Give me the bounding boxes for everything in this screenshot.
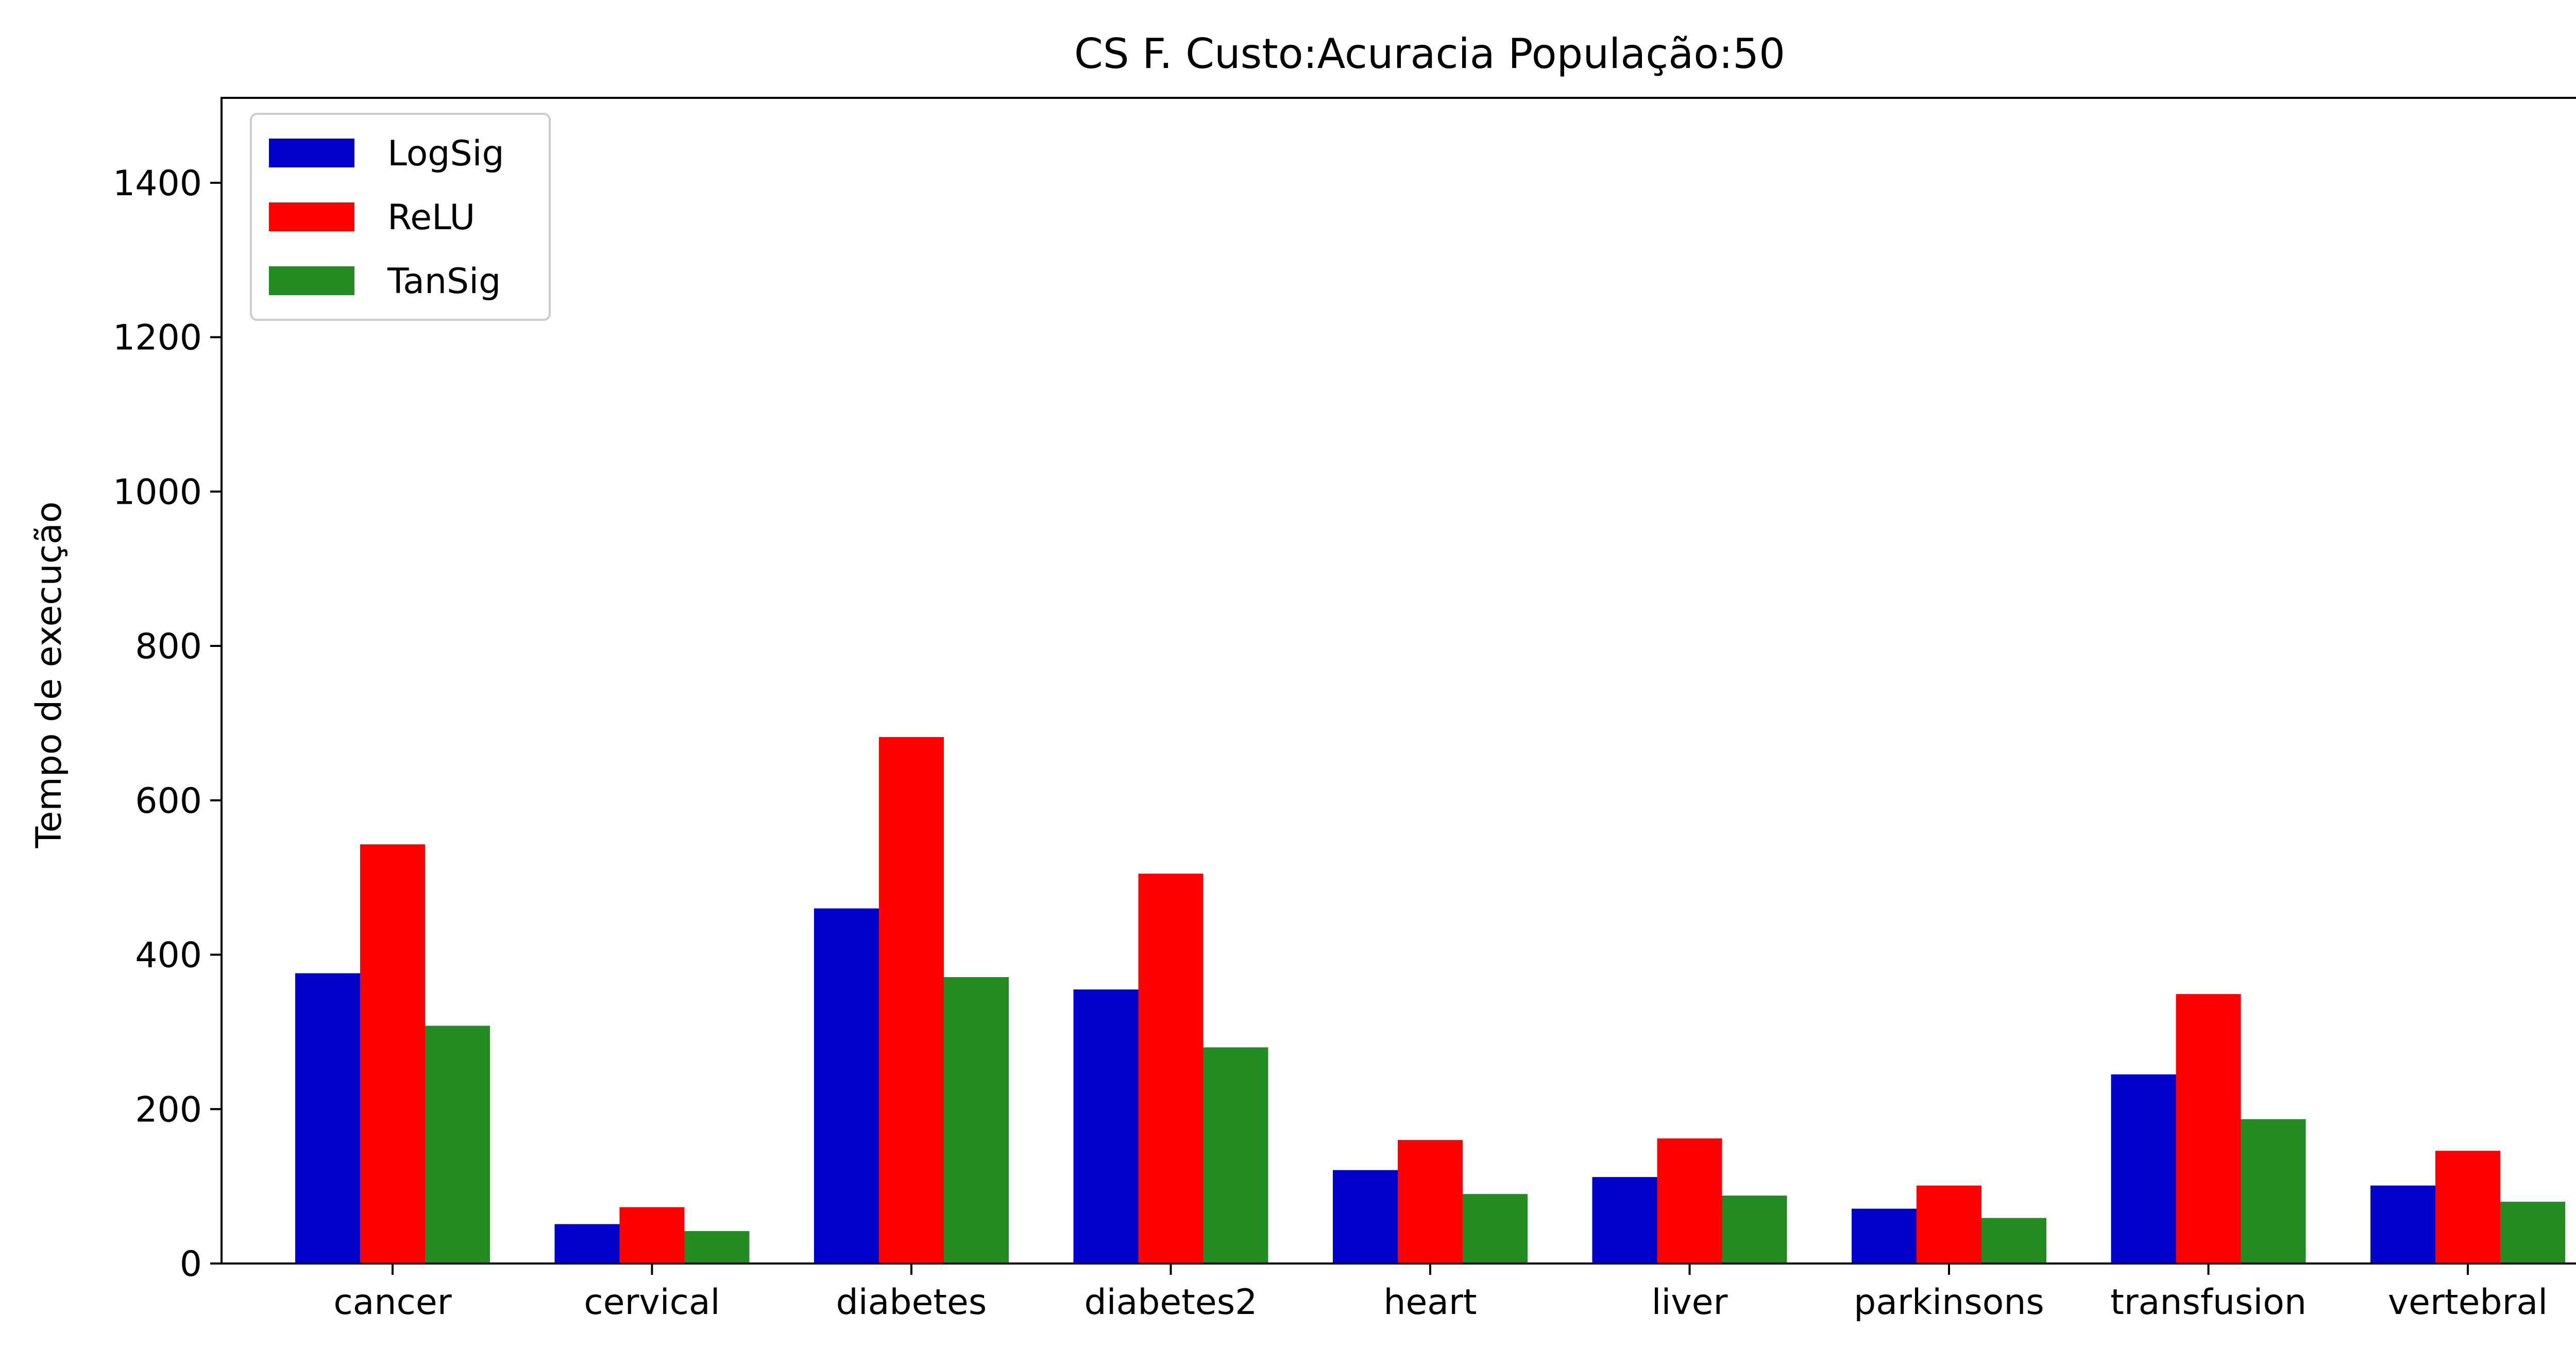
x-tick-label: heart — [1383, 1282, 1477, 1323]
legend-swatch-tansig — [269, 266, 354, 295]
bar-relu-parkinsons — [1917, 1185, 1981, 1263]
x-tick-label: cancer — [333, 1282, 451, 1323]
bar-tansig-cancer — [425, 1026, 490, 1263]
bar-logsig-vertebral — [2370, 1185, 2435, 1263]
y-tick-label: 400 — [135, 935, 202, 976]
bars-group — [295, 737, 2565, 1263]
x-tick-label: vertebral — [2388, 1282, 2548, 1323]
bar-relu-diabetes — [879, 737, 944, 1263]
bar-relu-diabetes2 — [1138, 874, 1204, 1263]
bar-relu-vertebral — [2435, 1151, 2500, 1263]
plot-area-frame — [221, 97, 2576, 1265]
bar-relu-cervical — [619, 1207, 685, 1263]
y-tick-label: 1400 — [113, 163, 202, 204]
bar-tansig-vertebral — [2500, 1202, 2565, 1263]
y-tick-label: 1000 — [113, 472, 202, 513]
y-tick-label: 0 — [180, 1244, 202, 1285]
bar-relu-transfusion — [2176, 994, 2241, 1263]
bar-tansig-liver — [1722, 1196, 1787, 1263]
legend-swatch-relu — [269, 202, 354, 231]
bar-logsig-transfusion — [2111, 1074, 2176, 1263]
bar-relu-heart — [1398, 1140, 1463, 1263]
bar-logsig-parkinsons — [1852, 1208, 1917, 1263]
bar-logsig-cervical — [554, 1224, 620, 1263]
x-tick-label: diabetes2 — [1084, 1282, 1258, 1323]
bar-logsig-heart — [1333, 1170, 1398, 1263]
bar-tansig-parkinsons — [1981, 1218, 2046, 1263]
y-axis-ticks: 0 200 400 600 800 1000 1200 1400 — [113, 163, 222, 1285]
bar-relu-liver — [1657, 1138, 1722, 1263]
x-tick-label: diabetes — [836, 1282, 987, 1323]
legend-label-relu: ReLU — [387, 197, 475, 238]
legend-label-logsig: LogSig — [387, 133, 504, 174]
chart-title: CS F. Custo:Acuracia População:50 — [1074, 30, 1785, 78]
bar-logsig-liver — [1592, 1177, 1657, 1263]
x-tick-label: cervical — [584, 1282, 720, 1323]
bar-logsig-diabetes — [814, 908, 879, 1263]
bar-tansig-cervical — [684, 1231, 750, 1263]
y-tick-label: 1200 — [113, 318, 202, 358]
bar-logsig-cancer — [295, 973, 360, 1263]
x-tick-label: parkinsons — [1854, 1282, 2044, 1323]
y-tick-label: 600 — [135, 781, 202, 822]
x-axis-ticks: cancer cervical diabetes diabetes2 heart live… — [333, 1263, 2548, 1323]
bar-tansig-diabetes — [944, 977, 1009, 1263]
legend-label-tansig: TanSig — [387, 261, 501, 302]
x-tick-label: transfusion — [2110, 1282, 2307, 1323]
bar-tansig-heart — [1463, 1194, 1528, 1263]
bar-tansig-transfusion — [2241, 1119, 2306, 1263]
x-tick-label: liver — [1652, 1282, 1728, 1323]
bar-logsig-diabetes2 — [1073, 989, 1139, 1263]
y-tick-label: 800 — [135, 626, 202, 667]
y-tick-label: 200 — [135, 1089, 202, 1130]
legend: LogSig ReLU TanSig — [250, 113, 551, 321]
bar-relu-cancer — [360, 844, 425, 1263]
bar-tansig-diabetes2 — [1203, 1047, 1268, 1263]
y-axis-label: Tempo de execução — [29, 502, 70, 849]
legend-swatch-logsig — [269, 139, 354, 167]
